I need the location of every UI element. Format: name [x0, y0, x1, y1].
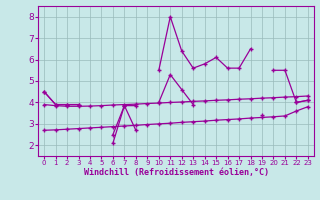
X-axis label: Windchill (Refroidissement éolien,°C): Windchill (Refroidissement éolien,°C): [84, 168, 268, 177]
